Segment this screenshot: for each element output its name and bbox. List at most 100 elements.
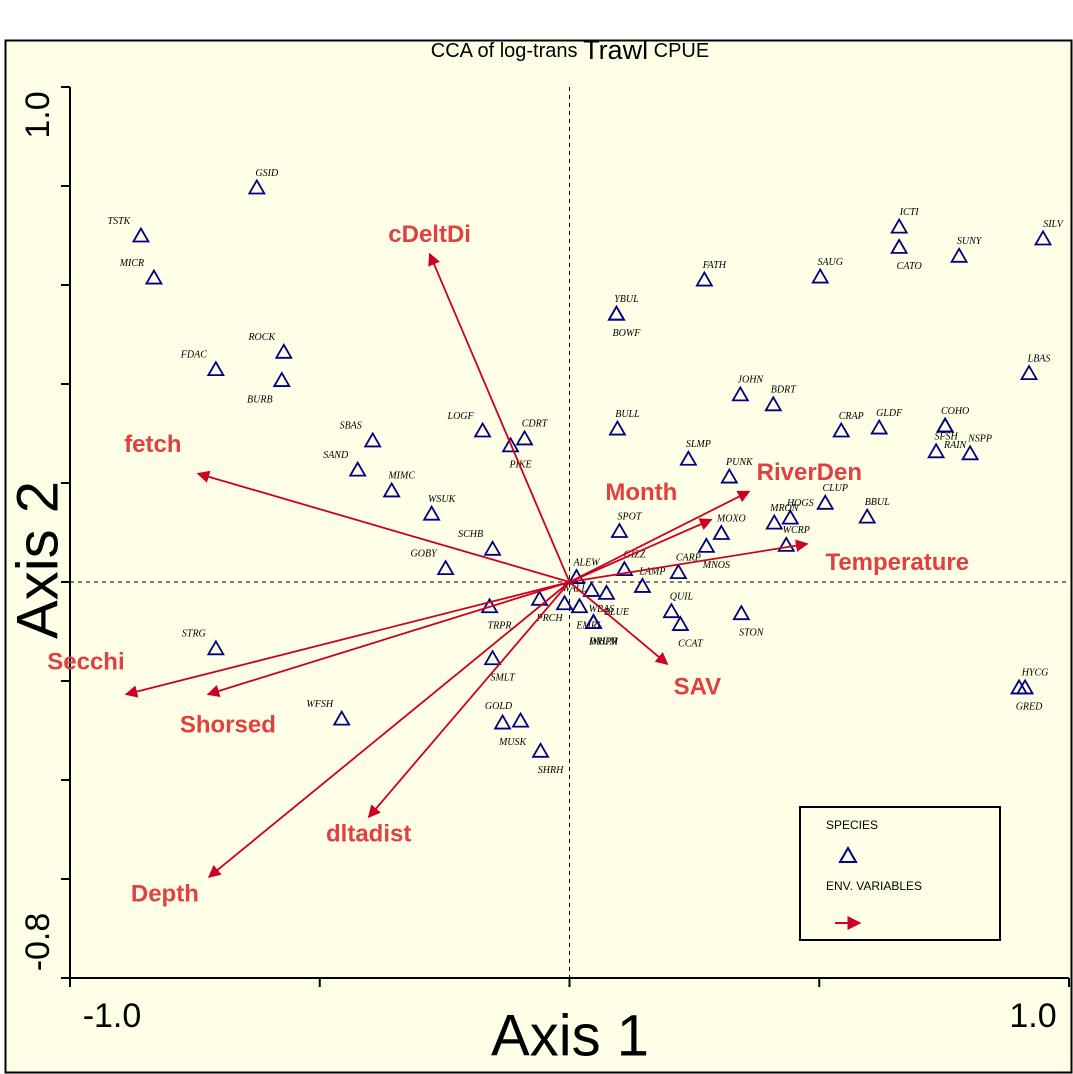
species-label: MOXO [716,513,746,524]
species-label: CLUP [822,483,848,494]
species-point [610,522,629,538]
species-point [671,615,690,631]
chart-title: CCA of log-trans Trawl CPUE [431,35,709,65]
legend-box [799,806,1001,941]
species-label: PUNK [725,457,754,468]
species-label: QUIL [670,592,694,603]
species-label: YBUL [614,294,639,305]
species-point [483,649,502,666]
species-point [890,217,909,234]
species-point [936,416,955,433]
y-tick-label: 1.0 [19,91,57,138]
species-label: SILV [1043,219,1065,230]
species-point [555,594,574,611]
species-point [131,226,150,243]
env-label: Shorsed [180,712,276,739]
species-label: CDRT [522,419,549,430]
species-point [382,481,401,498]
species-label: HYCG [1021,668,1049,679]
species-label: LBAS [1027,353,1051,364]
species-point [732,604,751,621]
species-point [731,385,750,402]
species-label: STRG [182,629,206,640]
env-label: Secchi [47,649,124,676]
species-point [764,395,783,412]
species-point [695,270,714,287]
species-point [584,613,603,629]
species-point [1033,229,1053,246]
species-label: PRCH [535,613,563,624]
species-label: TSTK [108,216,132,227]
species-label: WFSH [306,699,333,710]
species-label: BLUE [604,607,629,618]
species-point [816,493,835,510]
species-label: EMRL [575,621,603,632]
species-point [765,513,784,530]
species-point [890,238,909,254]
species-label: CCAT [678,638,704,649]
species-label: FATH [702,260,727,271]
env-arrow [568,581,669,665]
species-point [858,507,877,524]
species-label: BDRT [771,385,797,396]
species-label: BBUL [865,497,890,508]
species-label: NSPP [967,434,992,445]
species-label: MNOS [702,560,730,571]
species-point [870,418,889,435]
species-label: GOLD [485,701,513,712]
species-label: MIMC [387,471,415,482]
species-label: SAUG [817,257,843,268]
species-point [669,563,688,579]
y-tick-label: -0.8 [19,913,57,972]
env-label: Temperature [825,549,969,576]
species-point [961,444,980,461]
species-point [422,504,441,521]
species-point [633,577,652,593]
species-label: GSID [255,168,279,179]
species-point [950,246,969,263]
species-label: BULL [615,409,640,420]
x-tick-label: 1.0 [1009,997,1056,1035]
species-label: FDAC [180,349,207,360]
species-label: WSUK [428,494,457,505]
species-label: BOWF [613,328,642,339]
species-point [781,508,800,525]
species-point [811,267,830,284]
species-point [348,460,367,477]
species-point [679,449,698,466]
species-point [501,436,520,453]
env-arrow [428,252,571,583]
species-label: SAND [323,450,349,461]
species-point [483,540,502,556]
species-label: WCRP [783,525,810,536]
legend-label: ENV. VARIABLES [826,879,922,893]
species-label: ALEW [572,557,601,568]
env-arrow [367,581,571,819]
species-label: CARP [676,552,701,563]
species-label: DRUM [588,636,619,647]
env-arrow [207,581,571,878]
env-label: cDeltDi [388,221,471,248]
species-label: TRPR [488,621,512,632]
species-point [144,268,163,285]
env-arrow [569,518,713,583]
env-label: Depth [131,880,199,907]
species-label: CATO [897,261,922,272]
x-axis-label: Axis 1 [491,1003,649,1068]
species-point [272,371,291,387]
species-point [363,431,382,448]
env-label: RiverDen [757,459,862,486]
env-label: SAV [674,674,722,701]
y-axis-label: Axis 2 [5,481,70,639]
species-label: COHO [941,406,969,417]
env-arrow [569,490,751,583]
x-tick-label: -1.0 [83,997,142,1035]
species-label: SBAS [340,421,362,432]
species-point [515,429,534,446]
env-arrow [206,581,570,698]
species-point [777,536,796,552]
env-arrow [569,539,809,583]
species-point [597,584,616,600]
legend-label: SPECIES [826,818,878,832]
